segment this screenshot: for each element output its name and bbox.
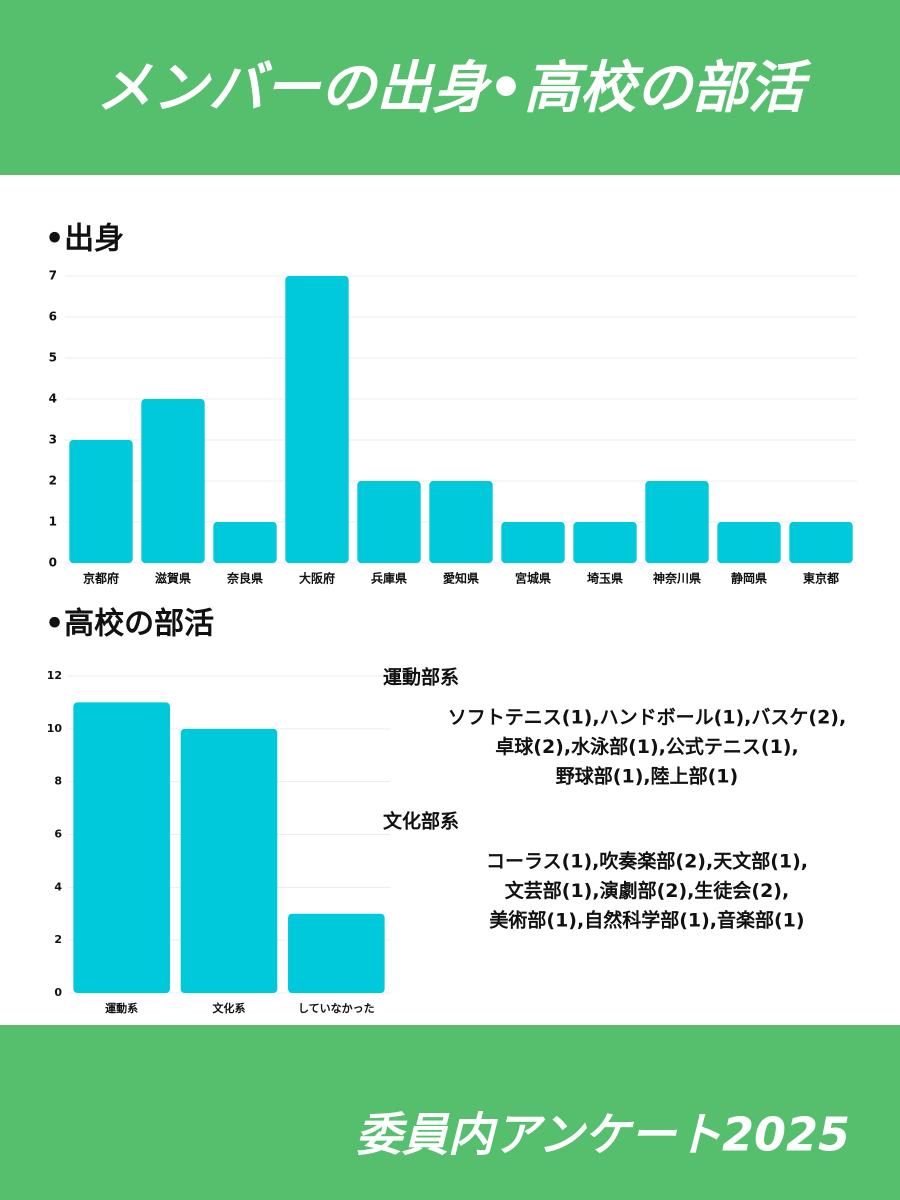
club-heading: 文化部系 xyxy=(383,810,459,833)
y-tick-label: 7 xyxy=(49,269,57,283)
bar xyxy=(573,522,637,563)
bar xyxy=(180,728,278,993)
y-tick-label: 2 xyxy=(49,474,57,488)
y-tick-label: 0 xyxy=(49,556,57,570)
club-heading: 運動部系 xyxy=(383,666,459,689)
x-tick-label: 文化系 xyxy=(213,1001,246,1015)
y-tick-label: 6 xyxy=(54,828,62,841)
club-line: ソフトテニス(1),ハンドボール(1),バスケ(2), xyxy=(448,707,846,729)
x-tick-label: 愛知県 xyxy=(443,571,479,586)
x-tick-label: 埼玉県 xyxy=(587,571,623,586)
chart-title: •高校の部活 xyxy=(45,607,214,642)
x-tick-label: 運動系 xyxy=(105,1001,138,1015)
bar xyxy=(141,399,205,563)
footer-band xyxy=(0,1025,900,1200)
x-tick-label: 大阪府 xyxy=(299,571,335,586)
bar xyxy=(645,481,709,563)
chart-title: •出身 xyxy=(45,222,124,257)
y-tick-label: 4 xyxy=(49,392,57,406)
x-tick-label: 京都府 xyxy=(83,571,119,586)
club-line: 文芸部(1),演劇部(2),生徒会(2), xyxy=(505,879,789,902)
bar xyxy=(717,522,781,563)
x-tick-label: していなかった xyxy=(298,1002,375,1015)
x-tick-label: 神奈川県 xyxy=(653,571,701,586)
y-tick-label: 12 xyxy=(47,669,62,682)
y-tick-label: 2 xyxy=(54,933,62,946)
bar xyxy=(357,481,421,563)
bar xyxy=(69,440,133,563)
y-tick-label: 4 xyxy=(54,880,62,893)
club-line: 卓球(2),水泳部(1),公式テニス(1), xyxy=(495,735,798,758)
y-tick-label: 0 xyxy=(54,986,62,999)
y-tick-label: 3 xyxy=(49,433,57,447)
bar xyxy=(73,702,170,993)
y-tick-label: 10 xyxy=(47,722,63,735)
y-tick-label: 1 xyxy=(49,515,57,529)
footer-title: 委員内アンケート2025 xyxy=(356,1108,850,1162)
header-title: メンバーの出身•高校の部活 xyxy=(96,56,812,121)
y-tick-label: 5 xyxy=(49,351,57,365)
x-tick-label: 東京都 xyxy=(803,571,839,586)
x-tick-label: 宮城県 xyxy=(515,571,551,586)
y-tick-label: 8 xyxy=(54,775,62,788)
x-tick-label: 奈良県 xyxy=(226,571,263,586)
club-line: 美術部(1),自然科学部(1),音楽部(1) xyxy=(489,909,804,932)
x-tick-label: 滋賀県 xyxy=(155,571,191,586)
bar xyxy=(285,276,349,563)
y-tick-label: 6 xyxy=(49,310,57,324)
x-tick-label: 静岡県 xyxy=(731,571,767,586)
bar xyxy=(213,522,277,563)
club-line: 野球部(1),陸上部(1) xyxy=(556,765,738,788)
bar xyxy=(429,481,493,563)
bar xyxy=(789,522,853,563)
bar xyxy=(288,913,385,993)
header-band xyxy=(0,0,900,175)
x-tick-label: 兵庫県 xyxy=(371,571,407,586)
bar xyxy=(501,522,565,563)
club-line: コーラス(1),吹奏楽部(2),天文部(1), xyxy=(486,850,808,873)
